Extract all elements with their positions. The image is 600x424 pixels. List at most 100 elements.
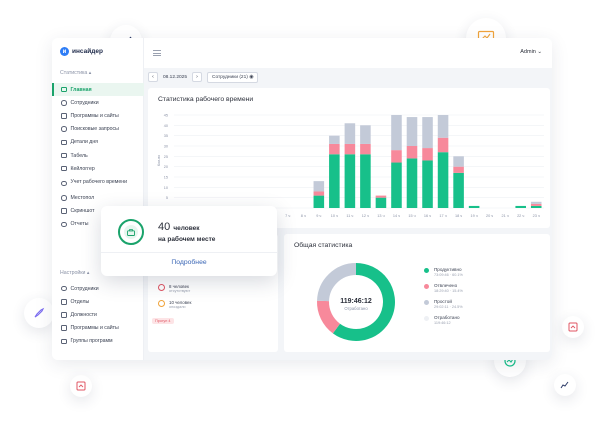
y-tick-label: 25 bbox=[164, 155, 168, 159]
logo[interactable]: и инсайдер bbox=[60, 47, 103, 56]
rocket-icon bbox=[24, 298, 54, 328]
bar-segment bbox=[391, 162, 402, 208]
menu-icon[interactable] bbox=[153, 50, 161, 56]
sidebar-item-timesheet[interactable]: Табель bbox=[52, 149, 144, 162]
present-employees-popup: 40 человек на рабочем месте Подробнее bbox=[101, 206, 277, 276]
settings-item-departments[interactable]: Отделы bbox=[52, 295, 144, 308]
bar-segment bbox=[530, 205, 542, 208]
date-bar: ‹ 08.12.2025 › Сотрудники (21) ◉ bbox=[148, 71, 259, 83]
bar-segment bbox=[360, 143, 371, 155]
x-tick-label: 22 ч bbox=[517, 214, 524, 218]
user-menu[interactable]: Admin ⌄ bbox=[520, 49, 542, 55]
bar-segment bbox=[468, 205, 480, 208]
bar-segment bbox=[360, 154, 371, 208]
report-icon bbox=[562, 316, 584, 338]
x-tick-label: 14 ч bbox=[393, 214, 400, 218]
bar-segment bbox=[391, 150, 402, 163]
bar-segment bbox=[406, 158, 418, 208]
worktime-chart-card: Статистика рабочего времени 051015202530… bbox=[148, 88, 550, 228]
x-tick-label: 19 ч bbox=[470, 214, 477, 218]
chart-title: Статистика рабочего времени bbox=[158, 96, 254, 103]
absence-tag[interactable]: Прогул 4 bbox=[152, 318, 174, 324]
donut-center-value: 119:46:12 bbox=[340, 298, 372, 305]
bar-segment bbox=[313, 191, 325, 196]
x-tick-label: 9 ч bbox=[316, 214, 321, 218]
bar-segment bbox=[344, 143, 356, 155]
y-tick-label: 40 bbox=[164, 124, 168, 128]
sidebar-item-apps[interactable]: Программы и сайты bbox=[52, 109, 144, 122]
bar-segment bbox=[313, 195, 325, 208]
report-icon bbox=[70, 375, 92, 397]
sidebar-item-home[interactable]: Главная bbox=[52, 83, 144, 97]
late-stat: 10 человек опоздали bbox=[158, 300, 191, 309]
employees-filter[interactable]: Сотрудники (21) ◉ bbox=[207, 71, 259, 83]
sidebar-item-screenshots[interactable]: Скриншот bbox=[52, 205, 144, 218]
x-tick-label: 16 ч bbox=[424, 214, 431, 218]
y-tick-label: 30 bbox=[164, 145, 168, 149]
x-tick-label: 12 ч bbox=[362, 214, 369, 218]
bar-segment bbox=[437, 137, 449, 153]
settings-item-app-groups[interactable]: Группы программ bbox=[52, 335, 144, 348]
bar-chart-icon bbox=[554, 374, 576, 396]
x-tick-label: 10 ч bbox=[331, 214, 338, 218]
bar-segment bbox=[530, 203, 542, 206]
sidebar-item-employees[interactable]: Сотрудники bbox=[52, 96, 144, 109]
legend-item: Отвлечено 18:29:40 · 15.4% bbox=[424, 283, 463, 293]
sidebar-item-day-details[interactable]: Детали дня bbox=[52, 136, 144, 149]
x-tick-label: 23 ч bbox=[533, 214, 540, 218]
prev-date-button[interactable]: ‹ bbox=[148, 72, 158, 82]
bar-segment bbox=[437, 152, 449, 208]
y-tick-label: 5 bbox=[166, 196, 168, 200]
donut-title: Общая статистика bbox=[294, 242, 353, 249]
briefcase-ring bbox=[118, 219, 144, 245]
x-tick-label: 11 ч bbox=[346, 214, 353, 218]
bar-segment bbox=[360, 125, 371, 144]
sidebar-item-location[interactable]: Местопол bbox=[52, 191, 144, 204]
bar-segment bbox=[391, 115, 402, 151]
grid-icon bbox=[61, 86, 67, 93]
overall-stats-card: Общая статистика 119:46:12 Отработано Про… bbox=[284, 234, 550, 352]
absent-icon bbox=[158, 284, 165, 291]
absent-stat: 8 человек отсутствуют bbox=[158, 284, 190, 293]
sidebar-item-reports[interactable]: Отчеты bbox=[52, 218, 144, 231]
y-axis-label: Кол-во bbox=[157, 155, 161, 166]
bar-segment bbox=[437, 115, 449, 138]
calendar-icon bbox=[61, 139, 67, 146]
settings-item-employees[interactable]: Сотрудники bbox=[52, 282, 144, 295]
bar-segment bbox=[406, 117, 418, 146]
sidebar: и инсайдер Статистика ▴ Главная Сотрудни… bbox=[52, 38, 144, 360]
bar-segment bbox=[530, 201, 542, 204]
sidebar-item-keylogger[interactable]: Кейлоггер bbox=[52, 162, 144, 175]
section-statistics[interactable]: Статистика ▴ bbox=[60, 70, 92, 76]
bar-segment bbox=[453, 166, 464, 173]
bar-segment bbox=[313, 181, 325, 192]
sidebar-item-time-tracking[interactable]: Учет рабочего времени bbox=[52, 175, 144, 191]
bar-segment bbox=[422, 148, 433, 161]
logo-icon: и bbox=[60, 47, 69, 56]
briefcase-icon bbox=[127, 228, 135, 236]
sidebar-item-search[interactable]: Поисковые запросы bbox=[52, 123, 144, 136]
x-tick-label: 18 ч bbox=[455, 214, 462, 218]
settings-item-apps[interactable]: Программы и сайты bbox=[52, 322, 144, 335]
y-tick-label: 20 bbox=[164, 165, 168, 169]
bar-segment bbox=[329, 154, 340, 208]
y-tick-label: 10 bbox=[164, 186, 168, 190]
y-tick-label: 45 bbox=[164, 114, 168, 118]
apps-icon bbox=[61, 325, 67, 331]
user-icon bbox=[61, 100, 67, 106]
next-date-button[interactable]: › bbox=[192, 72, 203, 82]
donut-center-label: Отработано bbox=[344, 306, 368, 311]
bar-segment bbox=[375, 197, 387, 208]
nav-settings: Сотрудники Отделы Должности Программы и … bbox=[52, 282, 144, 348]
date-label[interactable]: 08.12.2025 bbox=[163, 74, 188, 80]
nav-main: Главная Сотрудники Программы и сайты Пои… bbox=[52, 83, 144, 231]
search-icon bbox=[61, 126, 67, 132]
details-link[interactable]: Подробнее bbox=[171, 259, 207, 266]
section-settings[interactable]: Настройки ▴ bbox=[60, 270, 90, 276]
legend-item: Отработано 119:46:12 bbox=[424, 315, 463, 325]
settings-item-positions[interactable]: Должности bbox=[52, 308, 144, 321]
location-icon bbox=[61, 195, 67, 201]
keyboard-icon bbox=[61, 165, 67, 172]
